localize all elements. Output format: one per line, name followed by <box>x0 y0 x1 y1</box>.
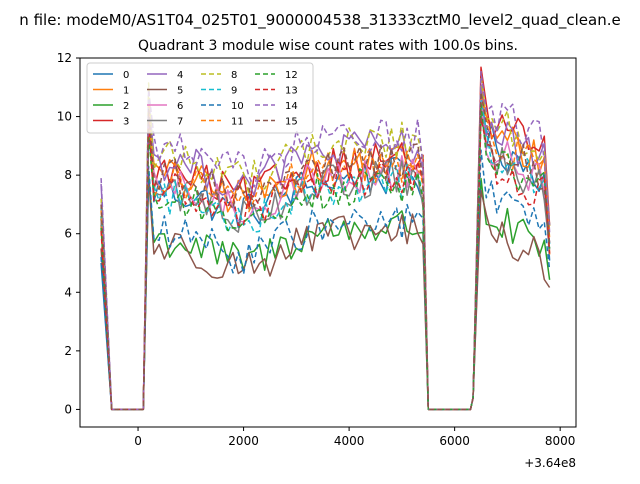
legend-label-10: 10 <box>231 101 244 112</box>
y-tick-label: 10 <box>57 110 72 124</box>
legend-label-13: 13 <box>285 86 298 97</box>
x-axis: 0 2000 4000 6000 8000 <box>134 427 575 448</box>
legend-label-2: 2 <box>123 101 129 112</box>
legend-label-11: 11 <box>231 117 244 128</box>
legend-label-7: 7 <box>177 117 183 128</box>
series-line-15 <box>100 91 551 411</box>
figure-suptitle: n file: modeM0/AS1T04_025T01_9000004538_… <box>19 11 620 30</box>
legend-label-4: 4 <box>177 70 183 81</box>
y-tick-label: 12 <box>57 51 72 65</box>
x-tick-label: 0 <box>134 434 142 448</box>
legend-label-1: 1 <box>123 86 129 97</box>
axes-title: Quadrant 3 module wise count rates with … <box>138 38 518 54</box>
y-tick-label: 6 <box>64 227 72 241</box>
x-tick-label: 4000 <box>334 434 365 448</box>
y-tick-label: 8 <box>64 168 72 182</box>
legend-label-12: 12 <box>285 70 298 81</box>
legend-label-8: 8 <box>231 70 237 81</box>
legend-box <box>86 62 314 134</box>
legend-label-0: 0 <box>123 70 129 81</box>
y-tick-label: 4 <box>64 285 72 299</box>
series-layer <box>100 66 551 411</box>
y-tick-label: 0 <box>64 402 72 416</box>
x-tick-label: 2000 <box>228 434 259 448</box>
legend-label-14: 14 <box>285 101 298 112</box>
y-axis: 0 2 4 6 8 10 12 <box>57 51 80 416</box>
x-tick-label: 6000 <box>439 434 470 448</box>
y-tick-label: 2 <box>64 344 72 358</box>
legend-label-6: 6 <box>177 101 183 112</box>
legend-label-3: 3 <box>123 117 129 128</box>
legend-label-9: 9 <box>231 86 237 97</box>
legend-label-5: 5 <box>177 86 183 97</box>
legend-label-15: 15 <box>285 117 298 128</box>
x-tick-label: 8000 <box>545 434 576 448</box>
axes-frame <box>79 57 577 428</box>
x-offset-label: +3.64e8 <box>524 456 576 470</box>
